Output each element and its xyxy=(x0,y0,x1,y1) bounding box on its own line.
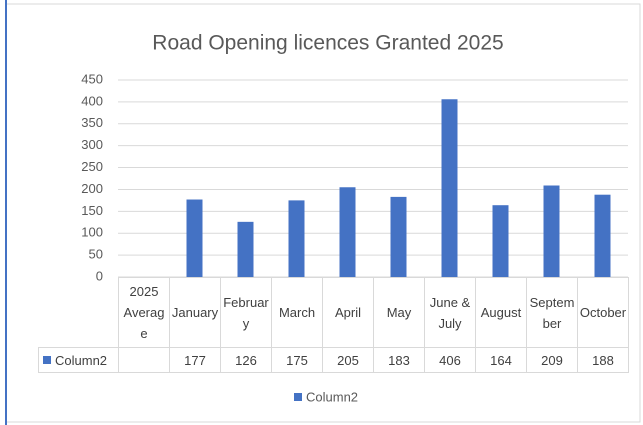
bar xyxy=(543,185,560,277)
bar xyxy=(492,205,509,277)
bar xyxy=(186,199,203,277)
chart-border xyxy=(5,3,641,423)
bar xyxy=(594,194,611,277)
category-cell: October xyxy=(577,277,629,348)
category-cell: March xyxy=(271,277,323,348)
category-cell: February xyxy=(220,277,272,348)
chart-title: Road Opening licences Granted 2025 xyxy=(152,32,503,55)
y-tick-label: 250 xyxy=(81,159,103,174)
y-tick-label: 450 xyxy=(81,71,103,86)
category-cell: May xyxy=(373,277,425,348)
category-cell: April xyxy=(322,277,374,348)
value-cell: 209 xyxy=(526,347,578,373)
y-tick-label: 300 xyxy=(81,137,103,152)
legend-key xyxy=(43,356,51,364)
y-tick-label: 100 xyxy=(81,225,103,240)
row-header: Column2 xyxy=(38,347,119,373)
legend-swatch xyxy=(294,393,302,401)
category-cell: January xyxy=(169,277,221,348)
value-cell: 188 xyxy=(577,347,629,373)
value-cell: 406 xyxy=(424,347,476,373)
category-cell: August xyxy=(475,277,527,348)
y-tick-label: 0 xyxy=(96,268,103,283)
bar xyxy=(390,196,407,277)
value-cell: 126 xyxy=(220,347,272,373)
y-tick-label: 50 xyxy=(89,247,103,262)
value-cell: 183 xyxy=(373,347,425,373)
bar xyxy=(339,187,356,277)
value-cell xyxy=(118,347,170,373)
row-header-label: Column2 xyxy=(55,352,108,368)
bar xyxy=(288,200,305,277)
category-cell: June & July xyxy=(424,277,476,348)
y-tick-label: 150 xyxy=(81,203,103,218)
value-cell: 177 xyxy=(169,347,221,373)
y-tick-label: 200 xyxy=(81,181,103,196)
value-cell: 164 xyxy=(475,347,527,373)
category-cell: 2025 Average xyxy=(118,277,170,348)
y-tick-label: 350 xyxy=(81,115,103,130)
value-cell: 175 xyxy=(271,347,323,373)
value-cell: 205 xyxy=(322,347,374,373)
bar xyxy=(237,221,254,277)
bar xyxy=(441,99,458,277)
category-cell: September xyxy=(526,277,578,348)
legend-label: Column2 xyxy=(306,389,358,404)
y-tick-label: 400 xyxy=(81,93,103,108)
